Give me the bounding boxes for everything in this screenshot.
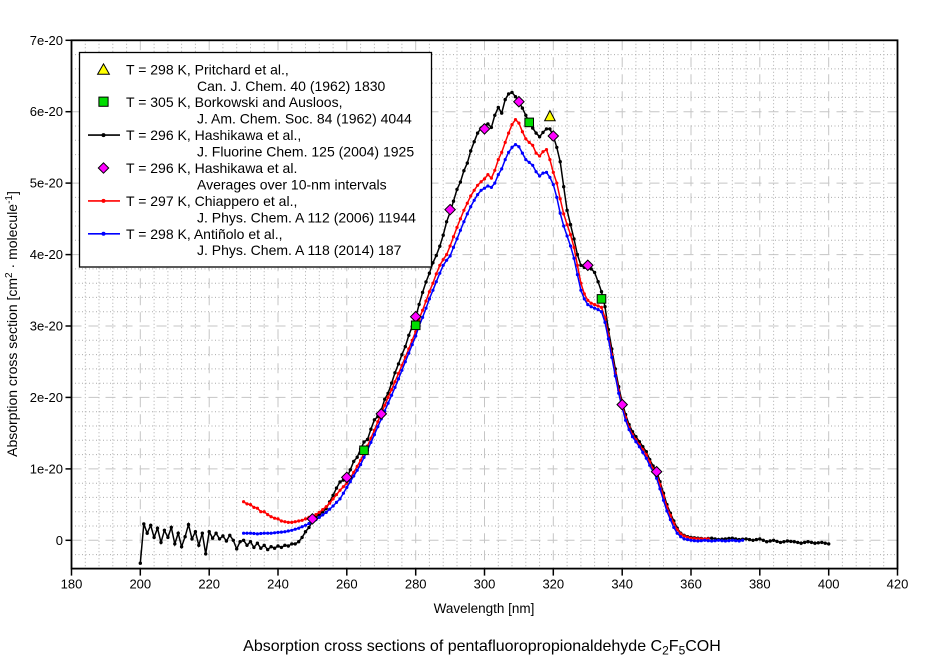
svg-text:7e-20: 7e-20 <box>30 33 63 48</box>
svg-text:5e-20: 5e-20 <box>30 176 63 191</box>
svg-text:380: 380 <box>749 577 771 592</box>
svg-text:340: 340 <box>611 577 633 592</box>
svg-text:J. Fluorine Chem. 125 (2004) 1: J. Fluorine Chem. 125 (2004) 1925 <box>197 144 414 160</box>
svg-text:2e-20: 2e-20 <box>30 390 63 405</box>
svg-text:0: 0 <box>56 533 63 548</box>
svg-text:4e-20: 4e-20 <box>30 247 63 262</box>
svg-text:J. Phys. Chem. A 118 (2014) 18: J. Phys. Chem. A 118 (2014) 187 <box>197 242 402 258</box>
svg-text:6e-20: 6e-20 <box>30 104 63 119</box>
svg-text:1e-20: 1e-20 <box>30 461 63 476</box>
svg-text:T = 297 K, Chiappero et al.,: T = 297 K, Chiappero et al., <box>126 193 297 209</box>
svg-text:T = 298 K, Pritchard et al.,: T = 298 K, Pritchard et al., <box>126 61 289 77</box>
svg-text:200: 200 <box>129 577 151 592</box>
svg-text:240: 240 <box>267 577 289 592</box>
svg-text:360: 360 <box>680 577 702 592</box>
svg-text:320: 320 <box>542 577 564 592</box>
svg-text:Absorption cross sections of p: Absorption cross sections of pentafluoro… <box>243 638 721 658</box>
svg-text:220: 220 <box>198 577 220 592</box>
svg-text:Absorption cross section [cm2: Absorption cross section [cm2 · molecule… <box>4 191 20 457</box>
svg-text:J. Am. Chem. Soc. 84 (1962) 40: J. Am. Chem. Soc. 84 (1962) 4044 <box>197 111 412 127</box>
svg-text:280: 280 <box>405 577 427 592</box>
svg-text:180: 180 <box>61 577 83 592</box>
svg-text:300: 300 <box>474 577 496 592</box>
svg-text:J. Phys. Chem. A 112 (2006) 11: J. Phys. Chem. A 112 (2006) 11944 <box>197 209 416 225</box>
svg-text:Can. J. Chem. 40 (1962) 1830: Can. J. Chem. 40 (1962) 1830 <box>197 78 386 94</box>
svg-text:400: 400 <box>818 577 840 592</box>
svg-text:3e-20: 3e-20 <box>30 319 63 334</box>
svg-text:Wavelength [nm]: Wavelength [nm] <box>434 601 535 616</box>
svg-text:Averages over 10-nm intervals: Averages over 10-nm intervals <box>197 176 387 192</box>
svg-text:260: 260 <box>336 577 358 592</box>
svg-text:T = 296 K, Hashikawa et al.,: T = 296 K, Hashikawa et al., <box>126 127 301 143</box>
svg-text:T = 296 K, Hashikawa et al.: T = 296 K, Hashikawa et al. <box>126 160 297 176</box>
svg-text:T = 305 K, Borkowski and Auslo: T = 305 K, Borkowski and Ausloos, <box>126 94 342 110</box>
svg-text:420: 420 <box>887 577 909 592</box>
svg-text:T = 298 K, Antiñolo et al.,: T = 298 K, Antiñolo et al., <box>126 226 283 242</box>
